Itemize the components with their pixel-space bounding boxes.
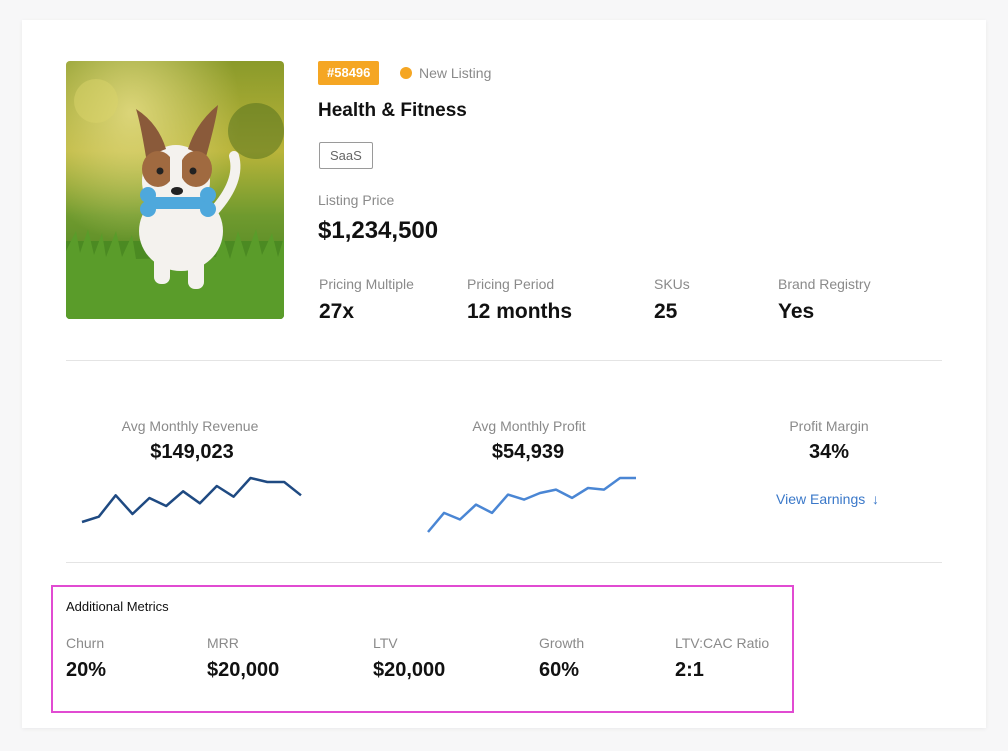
additional-metrics-title: Additional Metrics xyxy=(66,599,169,614)
profit-sparkline-line xyxy=(427,476,636,533)
avg-revenue-label: Avg Monthly Revenue xyxy=(121,418,259,434)
metric-value-growth: 60% xyxy=(539,659,580,681)
profit-margin-value: 34% xyxy=(808,441,850,463)
metric-label-ltv-cac: LTV:CAC Ratio xyxy=(675,635,770,651)
metric-value-ltv: $20,000 xyxy=(373,659,446,681)
revenue-sparkline-line xyxy=(81,476,302,524)
stat-value-brand-registry: Yes xyxy=(778,300,815,323)
stat-label-skus: SKUs xyxy=(654,276,690,292)
divider xyxy=(66,562,942,563)
profit-sparkline xyxy=(427,476,636,533)
dog-photo-icon xyxy=(66,61,284,319)
stat-label-pricing-period: Pricing Period xyxy=(467,276,555,292)
divider xyxy=(66,360,942,361)
listing-image[interactable] xyxy=(66,61,284,319)
avg-revenue-value: $149,023 xyxy=(150,441,234,463)
stat-value-pricing-period: 12 months xyxy=(467,300,573,323)
arrow-down-icon[interactable]: ↓ xyxy=(872,491,879,507)
avg-profit-value: $54,939 xyxy=(491,441,565,463)
listing-status: New Listing xyxy=(419,65,492,81)
metric-value-churn: 20% xyxy=(66,659,107,681)
stat-value-pricing-multiple: 27x xyxy=(319,300,355,323)
revenue-sparkline xyxy=(81,476,302,524)
metric-label-mrr: MRR xyxy=(207,635,239,651)
status-dot-icon xyxy=(400,67,412,79)
metric-value-mrr: $20,000 xyxy=(207,659,280,681)
view-earnings-link[interactable]: View Earnings xyxy=(776,491,866,507)
listing-price-value: $1,234,500 xyxy=(318,217,439,244)
stat-label-pricing-multiple: Pricing Multiple xyxy=(319,276,414,292)
stat-value-skus: 25 xyxy=(654,300,678,323)
avg-profit-label: Avg Monthly Profit xyxy=(472,418,586,434)
metric-value-ltv-cac: 2:1 xyxy=(675,659,704,681)
listing-title: Health & Fitness xyxy=(318,100,467,121)
metric-label-ltv: LTV xyxy=(373,635,398,651)
metric-label-churn: Churn xyxy=(66,635,105,651)
profit-margin-label: Profit Margin xyxy=(789,418,869,434)
stat-label-brand-registry: Brand Registry xyxy=(778,276,871,292)
additional-metrics-box xyxy=(51,585,794,713)
listing-price-label: Listing Price xyxy=(318,192,395,208)
metric-label-growth: Growth xyxy=(539,635,585,651)
category-tag: SaaS xyxy=(319,142,373,169)
listing-id-badge: #58496 xyxy=(318,61,380,85)
